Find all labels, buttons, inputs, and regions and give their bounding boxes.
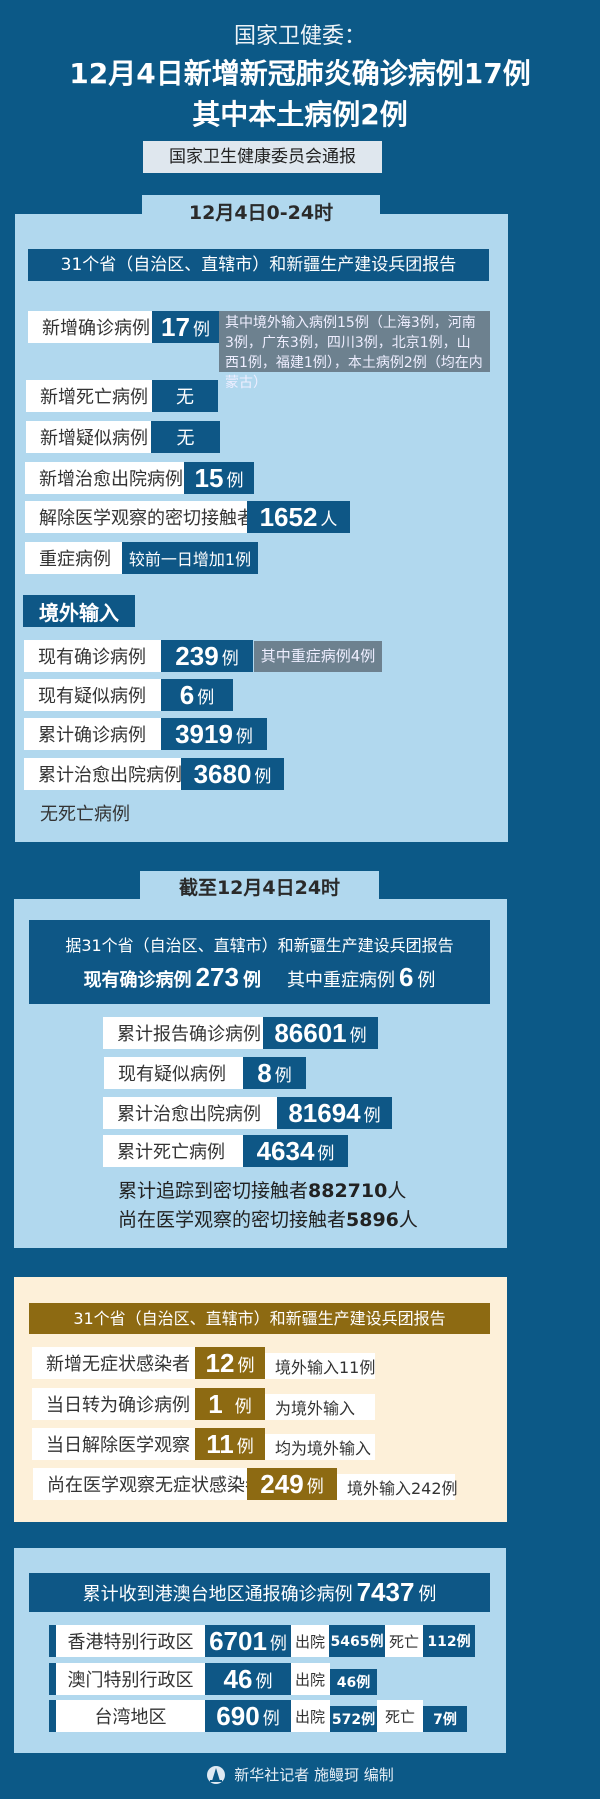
row-value: 11 例 — [195, 1428, 265, 1460]
row-note: 其中重症病例4例 — [254, 641, 382, 672]
row-label: 当日解除医学观察 — [32, 1428, 195, 1460]
row-note: 为境外输入 — [265, 1394, 375, 1420]
row-label: 累计治愈出院病例 — [24, 758, 182, 790]
row-value: 81694 例 — [277, 1097, 392, 1129]
row-label: 现有疑似病例 — [104, 1057, 243, 1089]
row-stripe — [49, 1700, 56, 1732]
row-value: 无 — [152, 380, 218, 412]
row-label: 累计确诊病例 — [24, 718, 161, 750]
hmt-total-bar: 累计收到港澳台地区通报确诊病例 7437 例 — [29, 1573, 490, 1612]
no-deaths-note: 无死亡病例 — [40, 804, 130, 825]
row-value: 15 例 — [184, 462, 254, 494]
daily-report-bar: 31个省（自治区、直辖市）和新疆生产建设兵团报告 — [28, 249, 489, 281]
row-label: 解除医学观察的密切接触者 — [25, 501, 255, 533]
asymptomatic-report-bar: 31个省（自治区、直辖市）和新疆生产建设兵团报告 — [29, 1303, 490, 1334]
row-label: 累计死亡病例 — [103, 1135, 243, 1167]
row-label: 重症病例 — [25, 542, 122, 574]
row-value: 较前一日增加1例 — [122, 542, 258, 574]
row-note: 境外输入242例 — [337, 1474, 458, 1500]
report-line: 据31个省（自治区、直辖市）和新疆生产建设兵团报告 — [65, 936, 454, 955]
current-value: 273 — [195, 962, 239, 992]
row-stripe — [49, 1625, 56, 1657]
row-note: 均为境外输入 — [265, 1434, 375, 1460]
current-label: 现有确诊病例 — [83, 970, 192, 991]
row-label: 新增死亡病例 — [26, 380, 152, 412]
row-value: 249 例 — [247, 1468, 337, 1500]
region-value: 6701 例 — [205, 1625, 291, 1657]
row-label: 新增无症状感染者 — [32, 1347, 195, 1379]
row-value: 3680 例 — [181, 758, 284, 790]
imported-heading: 境外输入 — [23, 595, 135, 627]
row-value: 239 例 — [161, 640, 253, 672]
death-label: 死亡 — [385, 1625, 423, 1657]
discharged-value: 5465例 — [329, 1625, 385, 1657]
discharged-value: 572例 — [330, 1706, 377, 1732]
headline-line2: 其中本土病例2例 — [192, 98, 408, 131]
row-label: 累计治愈出院病例 — [103, 1097, 277, 1129]
death-value: 112例 — [423, 1625, 475, 1657]
row-value: 1652 人 — [247, 501, 350, 533]
observing-contacts: 尚在医学观察的密切接触者5896人 — [118, 1209, 418, 1231]
discharged-label: 出院 — [291, 1700, 330, 1732]
severe-value: 6 — [398, 962, 414, 992]
row-label: 现有疑似病例 — [24, 679, 161, 711]
region-label: 香港特别行政区 — [56, 1625, 205, 1657]
row-note: 境外输入11例 — [265, 1353, 375, 1379]
discharged-label: 出院 — [291, 1625, 329, 1657]
region-value: 690 例 — [205, 1700, 291, 1732]
traced-contacts: 累计追踪到密切接触者882710人 — [118, 1180, 407, 1202]
cumulative-summary-box: 据31个省（自治区、直辖市）和新疆生产建设兵团报告 现有确诊病例 273 例 其… — [29, 920, 490, 1004]
row-note: 其中境外输入病例15例（上海3例，河南3例，广东3例，四川3例，北京1例，山西1… — [219, 311, 490, 391]
discharged-label: 出院 — [291, 1663, 330, 1695]
row-value: 86601 例 — [263, 1017, 378, 1049]
row-label: 累计报告确诊病例 — [103, 1017, 263, 1049]
row-value: 4634 例 — [243, 1135, 348, 1167]
region-label: 台湾地区 — [56, 1700, 205, 1732]
cumulative-tab: 截至12月4日24时 — [140, 871, 379, 905]
headline-line1: 12月4日新增新冠肺炎确诊病例17例 — [69, 57, 531, 90]
row-label: 新增疑似病例 — [26, 421, 151, 453]
row-stripe — [49, 1663, 56, 1695]
kicker: 国家卫健委： — [233, 24, 366, 49]
daily-tab: 12月4日0-24时 — [142, 195, 380, 229]
death-value: 7例 — [423, 1706, 467, 1732]
row-value: 无 — [151, 421, 220, 453]
row-label: 现有确诊病例 — [24, 640, 161, 672]
death-label: 死亡 — [377, 1700, 423, 1732]
xinhua-logo-icon — [207, 1765, 226, 1784]
region-label: 澳门特别行政区 — [56, 1663, 205, 1695]
row-value: 12 例 — [195, 1347, 265, 1379]
row-label: 新增确诊病例 — [28, 311, 152, 343]
source-label: 国家卫生健康委员会通报 — [143, 141, 382, 173]
row-label: 新增治愈出院病例 — [25, 462, 184, 494]
row-value: 3919 例 — [161, 718, 267, 750]
row-label: 尚在医学观察无症状感染者 — [33, 1468, 263, 1500]
discharged-value: 46例 — [330, 1669, 377, 1695]
row-label: 当日转为确诊病例 — [32, 1388, 195, 1420]
footer: 新华社记者 施鳗珂 编制 — [0, 1764, 600, 1785]
severe-label: 其中重症病例 — [286, 970, 395, 991]
region-value: 46 例 — [205, 1663, 291, 1695]
footer-credit: 新华社记者 施鳗珂 编制 — [234, 1766, 394, 1784]
row-value: 17 例 — [152, 311, 219, 343]
